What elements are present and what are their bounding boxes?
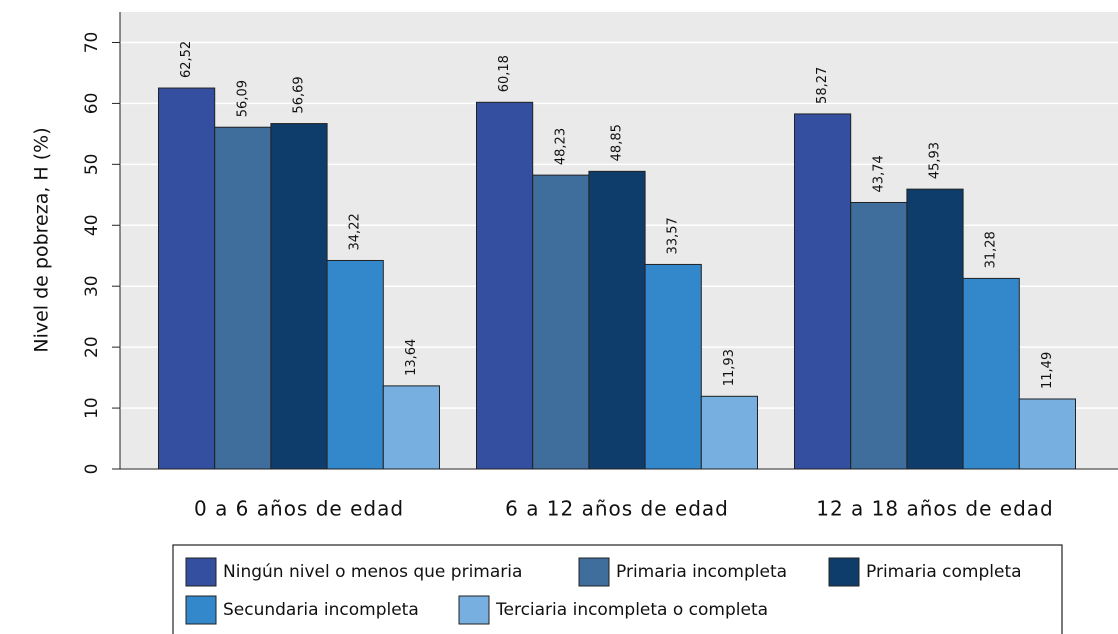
data-label: 11,49 [1040,352,1055,389]
bar [382,385,440,470]
legend-swatch [828,557,860,587]
data-label: 34,22 [348,213,363,250]
legend-swatch [458,595,490,625]
data-label: 58,27 [815,67,830,104]
data-label: 62,52 [179,41,194,78]
bar [794,113,852,470]
legend [172,544,1063,634]
data-label: 48,23 [553,128,568,165]
y-tick-label: 20 [82,336,102,358]
bar [532,174,590,470]
y-tick-label: 0 [82,464,102,475]
y-tick-label: 70 [82,32,102,54]
bar [850,201,908,470]
data-label: 33,57 [666,217,681,254]
y-tick-label: 10 [82,397,102,419]
x-tick-label: 0 a 6 años de edad [194,497,404,521]
bar [214,126,272,470]
bar [158,87,216,470]
legend-swatch [185,595,217,625]
y-tick-label: 40 [82,214,102,236]
data-label: 31,28 [984,231,999,268]
bar [644,263,702,470]
data-label: 48,85 [610,124,625,161]
x-tick-label: 12 a 18 años de edad [816,497,1053,521]
legend-swatch [185,557,217,587]
data-label: 45,93 [928,142,943,179]
data-label: 11,93 [722,349,737,386]
x-tick-label: 6 a 12 años de edad [505,497,729,521]
data-label: 56,09 [235,80,250,117]
data-label: 43,74 [871,155,886,192]
legend-label: Ningún nivel o menos que primaria [223,562,522,582]
bar [962,277,1020,470]
legend-swatch [578,557,610,587]
y-axis-title: Nivel de pobreza, H (%) [31,127,53,352]
bar [906,188,964,470]
bar [270,123,328,470]
legend-label: Primaria incompleta [616,562,787,582]
legend-label: Primaria completa [866,562,1022,582]
data-label: 13,64 [404,339,419,376]
bar [700,395,758,470]
y-tick-label: 50 [82,154,102,176]
y-tick-label: 30 [82,275,102,297]
data-label: 60,18 [497,55,512,92]
data-label: 56,69 [292,76,307,113]
bar [1018,398,1076,470]
legend-label: Secundaria incompleta [223,600,419,620]
bar [326,259,384,470]
bar [476,101,534,470]
legend-label: Terciaria incompleta o completa [495,600,768,620]
bar [588,170,646,470]
y-tick-label: 60 [82,93,102,115]
